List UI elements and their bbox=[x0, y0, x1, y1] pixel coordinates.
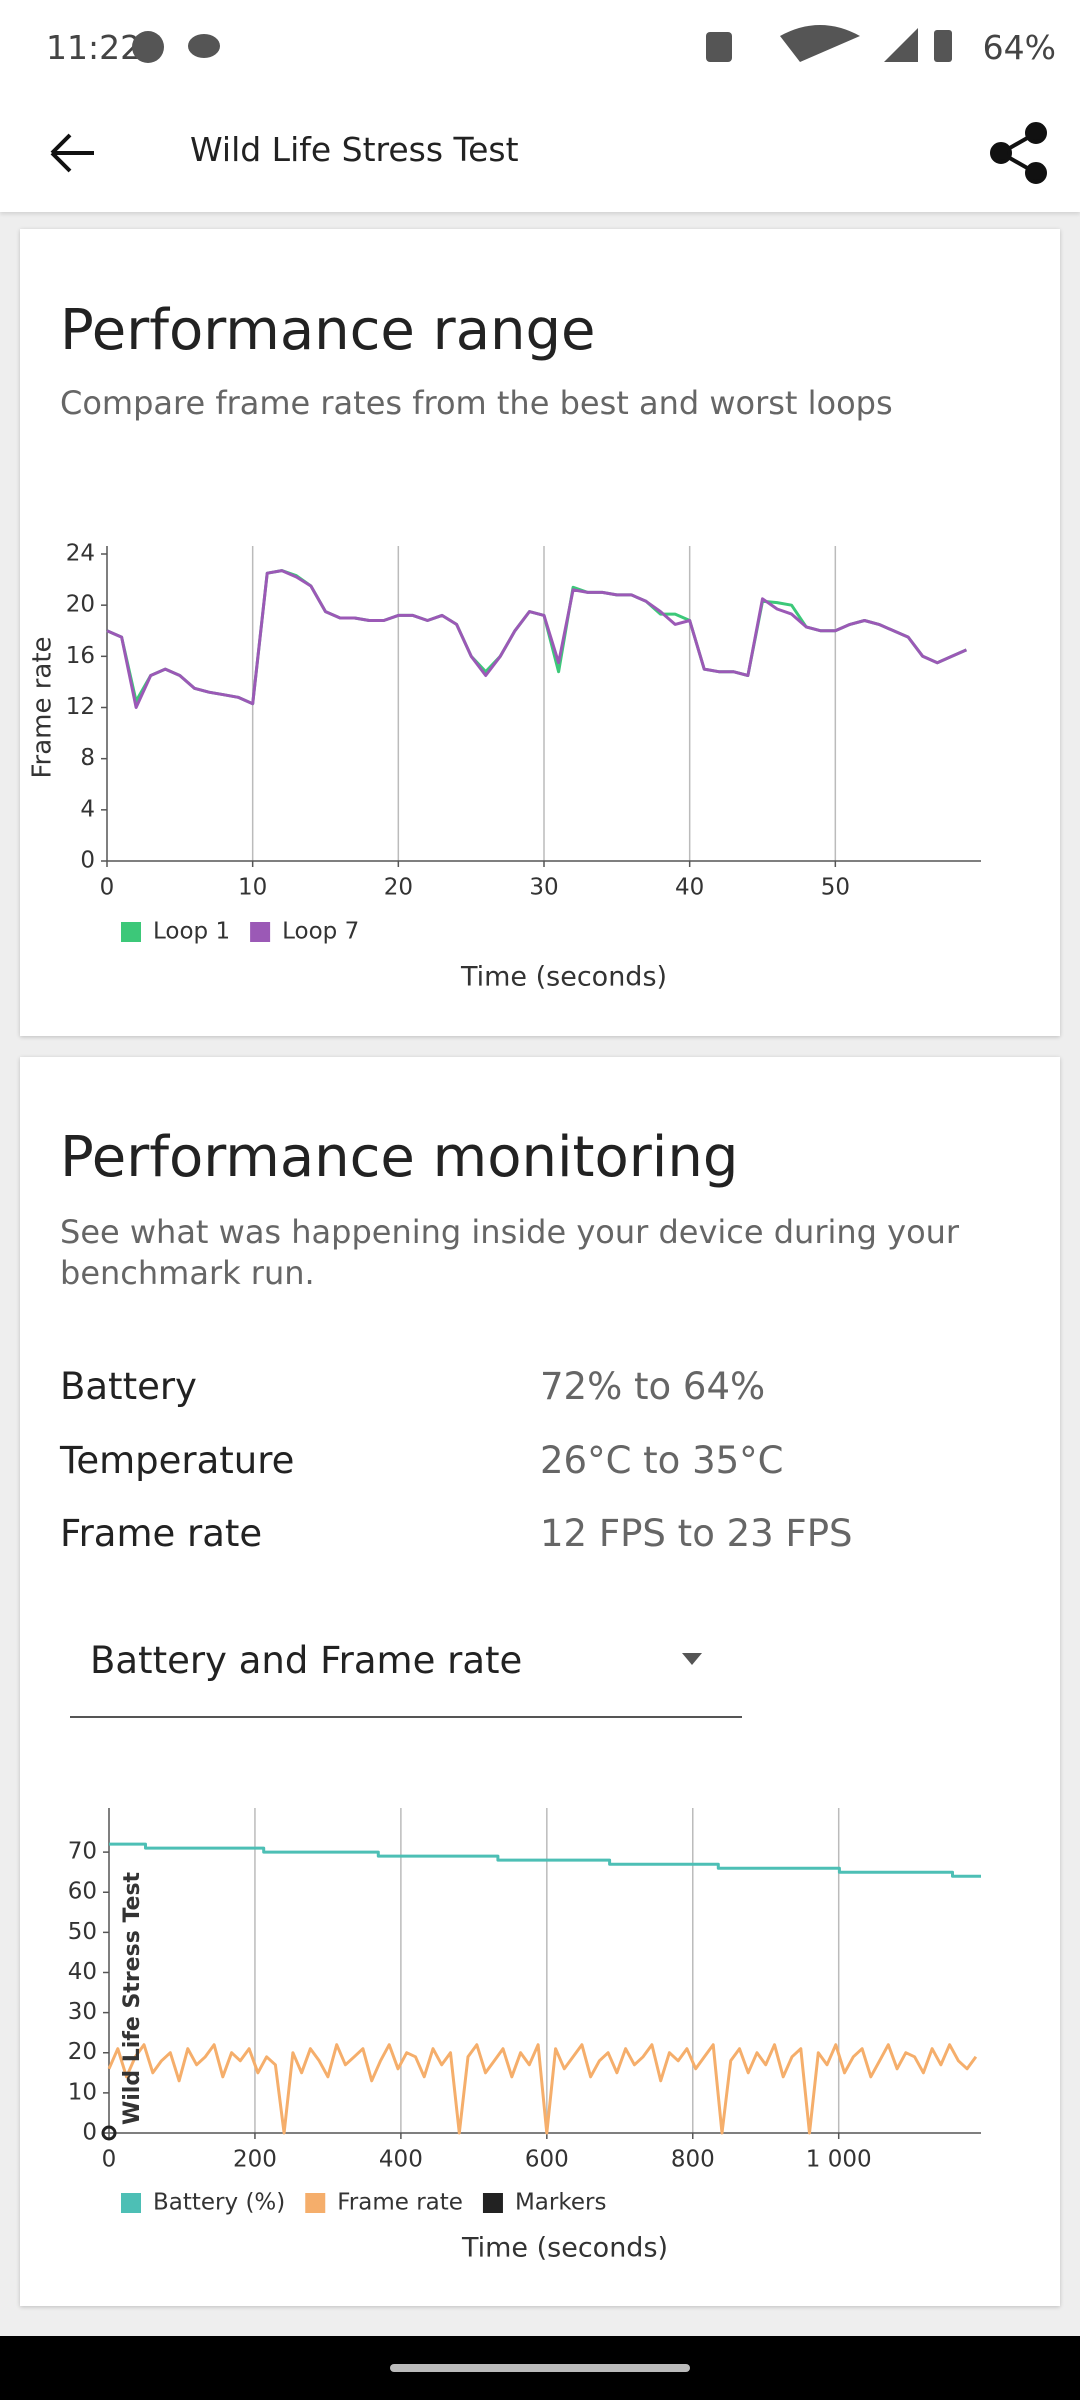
y-tick-label: 12 bbox=[66, 694, 95, 720]
stat-value: 26°C to 35°C bbox=[540, 1439, 784, 1482]
legend-swatch bbox=[121, 922, 141, 942]
stat-label: Battery bbox=[60, 1365, 197, 1408]
legend-swatch bbox=[121, 2193, 141, 2213]
legend-label: Loop 1 bbox=[153, 919, 230, 945]
x-tick-label: 800 bbox=[671, 2147, 715, 2173]
dropdown-text: Battery and Frame rate bbox=[90, 1639, 523, 1682]
series-line bbox=[109, 1842, 981, 1878]
series-line bbox=[106, 569, 968, 706]
y-tick-label: 8 bbox=[80, 745, 95, 771]
back-button[interactable] bbox=[50, 133, 94, 173]
y-tick-label: 30 bbox=[68, 1999, 97, 2025]
x-tick-label: 0 bbox=[100, 875, 115, 901]
status-battery: 64% bbox=[982, 28, 1056, 67]
legend-label: Loop 7 bbox=[282, 919, 359, 945]
x-tick-label: 1 000 bbox=[806, 2147, 872, 2173]
x-tick-label: 10 bbox=[238, 875, 267, 901]
series-line bbox=[107, 2043, 978, 2135]
battery-icon bbox=[934, 30, 952, 62]
nfc-icon bbox=[706, 32, 732, 62]
monitoring-subtitle: See what was happening inside your devic… bbox=[60, 1213, 960, 1292]
dropdown[interactable] bbox=[70, 1620, 742, 1718]
header-title: Wild Life Stress Test bbox=[190, 130, 519, 169]
legend-label: Frame rate bbox=[337, 2190, 463, 2216]
y-tick-label: 20 bbox=[66, 592, 95, 618]
stat-label: Temperature bbox=[60, 1439, 295, 1482]
monitoring-title: Performance monitoring bbox=[60, 1125, 739, 1190]
marker bbox=[101, 2125, 117, 2141]
stat-value: 72% to 64% bbox=[540, 1365, 766, 1408]
y-tick-label: 20 bbox=[68, 2039, 97, 2065]
stat-label: Frame rate bbox=[60, 1512, 263, 1555]
y-tick-label: 60 bbox=[68, 1879, 97, 1905]
wifi-icon bbox=[780, 25, 860, 62]
legend-label: Battery (%) bbox=[153, 2190, 285, 2216]
chat-icon bbox=[188, 34, 220, 58]
x-axis-label: Time (seconds) bbox=[461, 2233, 668, 2264]
x-tick-label: 200 bbox=[233, 2147, 277, 2173]
legend-label: Markers bbox=[515, 2190, 606, 2216]
range-subtitle: Compare frame rates from the best and wo… bbox=[60, 384, 893, 422]
y-tick-label: 16 bbox=[66, 643, 95, 669]
y-tick-label: 0 bbox=[82, 2120, 97, 2146]
x-tick-label: 30 bbox=[529, 875, 558, 901]
legend-swatch bbox=[305, 2193, 326, 2213]
dropdown-arrow[interactable] bbox=[682, 1653, 702, 1665]
y-tick-label: 0 bbox=[80, 848, 95, 874]
y-axis-label: Frame rate bbox=[28, 636, 58, 778]
x-tick-label: 400 bbox=[379, 2147, 423, 2173]
signal-icon bbox=[884, 28, 918, 62]
y-tick-label: 4 bbox=[80, 796, 95, 822]
home-handle[interactable] bbox=[390, 2364, 690, 2372]
monitoring-card bbox=[20, 1057, 1060, 2306]
x-axis-label: Time (seconds) bbox=[460, 962, 667, 993]
x-tick-label: 0 bbox=[102, 2147, 117, 2173]
y-tick-label: 40 bbox=[68, 1959, 97, 1985]
share-button[interactable] bbox=[990, 122, 1047, 184]
range-card bbox=[20, 229, 1060, 1036]
messenger-icon bbox=[132, 31, 164, 63]
range-title: Performance range bbox=[60, 298, 596, 363]
x-tick-label: 50 bbox=[821, 875, 850, 901]
y-tick-label: 24 bbox=[66, 541, 95, 567]
x-tick-label: 40 bbox=[675, 875, 704, 901]
x-tick-label: 20 bbox=[384, 875, 413, 901]
marker-label: Wild Life Stress Test bbox=[120, 1871, 145, 2125]
series-line bbox=[106, 569, 968, 709]
x-tick-label: 600 bbox=[525, 2147, 569, 2173]
y-tick-label: 10 bbox=[68, 2079, 97, 2105]
y-tick-label: 70 bbox=[68, 1839, 97, 1865]
legend-swatch bbox=[482, 2193, 503, 2213]
status-icons bbox=[132, 25, 952, 63]
y-tick-label: 50 bbox=[68, 1919, 97, 1945]
status-time: 11:22 bbox=[46, 28, 142, 67]
app-bar bbox=[0, 0, 1080, 212]
stat-value: 12 FPS to 23 FPS bbox=[540, 1512, 853, 1555]
legend-swatch bbox=[250, 922, 271, 942]
